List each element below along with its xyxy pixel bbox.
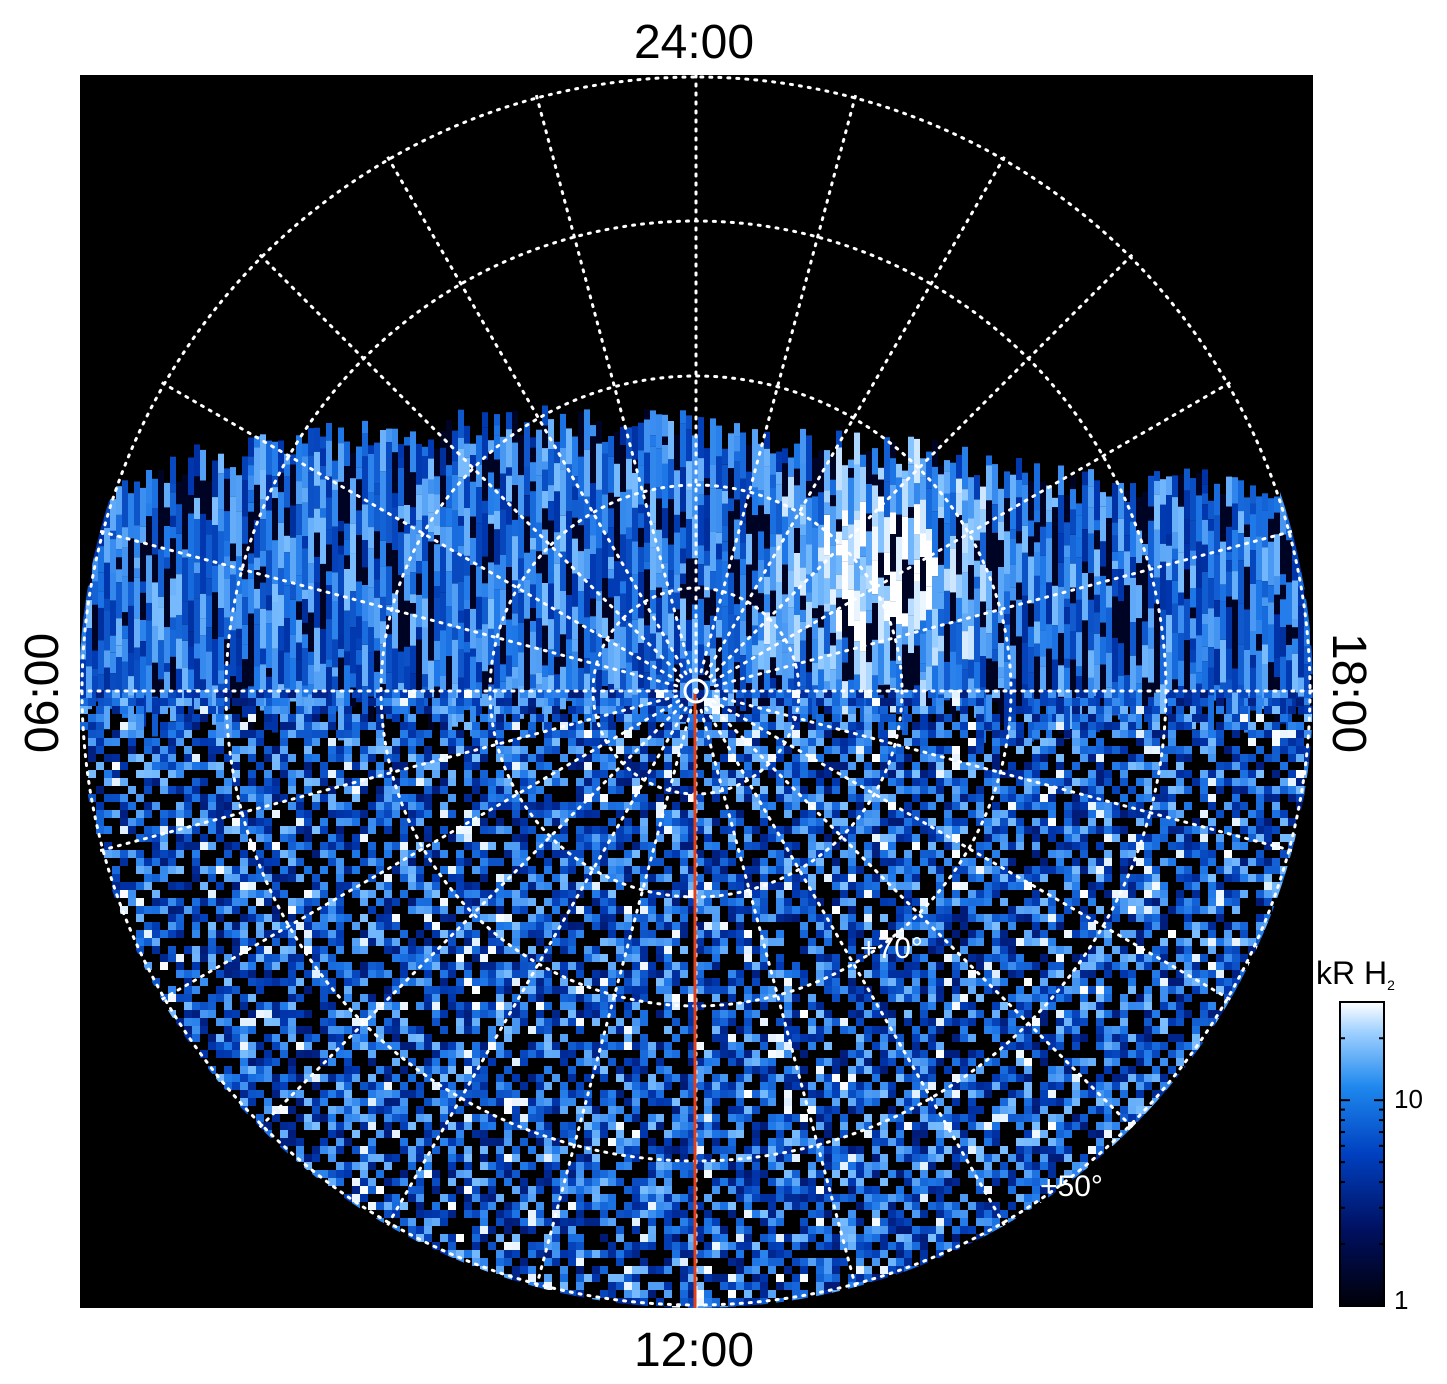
meridian-line bbox=[704, 155, 1006, 676]
pole-marker-icon bbox=[683, 678, 709, 704]
local-time-label-bottom: 12:00 bbox=[634, 1324, 754, 1377]
meridian-line bbox=[386, 706, 688, 1227]
meridian-line bbox=[534, 93, 693, 674]
meridian-line bbox=[160, 699, 681, 1001]
meridian-line bbox=[713, 529, 1294, 688]
local-time-label-right: 18:00 bbox=[1322, 633, 1375, 753]
colorbar-gradient bbox=[1339, 1001, 1385, 1307]
meridian-line bbox=[699, 708, 858, 1289]
latitude-label-70: +70° bbox=[860, 932, 923, 965]
meridian-line bbox=[386, 155, 688, 676]
meridian-line bbox=[98, 529, 679, 688]
meridian-line bbox=[711, 381, 1232, 683]
meridian-line bbox=[711, 699, 1232, 1001]
colorbar-unit-label: kR H2 bbox=[1316, 955, 1395, 993]
meridian-line bbox=[713, 694, 1294, 853]
meridian-line bbox=[258, 703, 684, 1129]
colorbar-tick-label-1: 1 bbox=[1394, 1285, 1408, 1315]
colorbar-tick-label-10: 10 bbox=[1394, 1084, 1423, 1114]
meridian-line bbox=[534, 708, 693, 1289]
colorbar: kR H2 10 1 bbox=[1316, 955, 1423, 1315]
latitude-label-50: +50° bbox=[1040, 1170, 1103, 1203]
local-time-label-top: 24:00 bbox=[634, 16, 754, 69]
meridian-line bbox=[160, 381, 681, 683]
meridian-line bbox=[98, 694, 679, 853]
meridian-line bbox=[708, 253, 1134, 679]
meridian-line bbox=[699, 93, 858, 674]
colorbar-ticks bbox=[1340, 1001, 1384, 1307]
local-time-label-left: 06:00 bbox=[16, 633, 69, 753]
meridian-line bbox=[708, 703, 1134, 1129]
meridian-line bbox=[258, 253, 684, 679]
pole-center-dot bbox=[693, 688, 699, 694]
meridian-line bbox=[704, 706, 1006, 1227]
